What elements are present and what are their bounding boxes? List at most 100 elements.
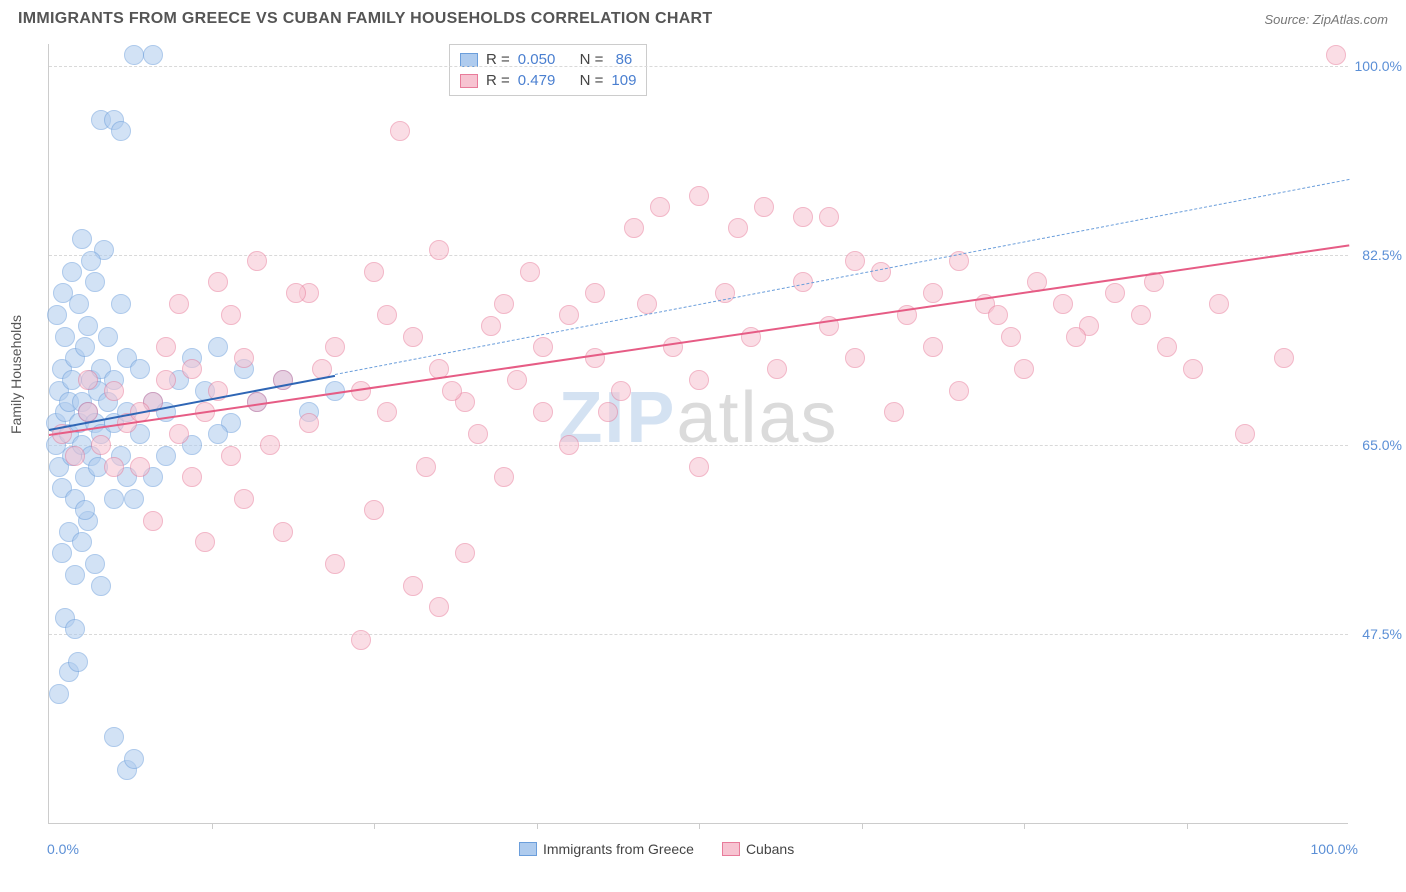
data-point — [143, 45, 163, 65]
data-point — [351, 630, 371, 650]
data-point — [124, 45, 144, 65]
data-point — [49, 684, 69, 704]
data-point — [533, 337, 553, 357]
data-point — [75, 500, 95, 520]
legend-item-cubans: Cubans — [722, 841, 794, 857]
correlation-legend: R = 0.050 N = 86 R = 0.479 N = 109 — [449, 44, 647, 96]
regression-line — [335, 179, 1349, 375]
data-point — [611, 381, 631, 401]
data-point — [754, 197, 774, 217]
data-point — [91, 576, 111, 596]
data-point — [156, 337, 176, 357]
data-point — [85, 554, 105, 574]
legend-row-greece: R = 0.050 N = 86 — [460, 49, 636, 70]
data-point — [663, 337, 683, 357]
data-point — [871, 262, 891, 282]
data-point — [130, 457, 150, 477]
data-point — [130, 359, 150, 379]
data-point — [507, 370, 527, 390]
data-point — [104, 457, 124, 477]
data-point — [403, 576, 423, 596]
legend-item-greece: Immigrants from Greece — [519, 841, 694, 857]
data-point — [1001, 327, 1021, 347]
data-point — [403, 327, 423, 347]
data-point — [364, 500, 384, 520]
data-point — [442, 381, 462, 401]
data-point — [299, 413, 319, 433]
data-point — [104, 489, 124, 509]
data-point — [819, 207, 839, 227]
x-tick — [537, 823, 538, 829]
data-point — [923, 337, 943, 357]
data-point — [111, 121, 131, 141]
data-point — [1183, 359, 1203, 379]
data-point — [1209, 294, 1229, 314]
data-point — [104, 727, 124, 747]
data-point — [1274, 348, 1294, 368]
data-point — [793, 207, 813, 227]
data-point — [689, 370, 709, 390]
n-label: N = — [580, 72, 604, 89]
data-point — [325, 337, 345, 357]
x-tick — [374, 823, 375, 829]
data-point — [156, 370, 176, 390]
data-point — [624, 218, 644, 238]
data-point — [286, 283, 306, 303]
data-point — [91, 435, 111, 455]
legend-label-greece: Immigrants from Greece — [543, 841, 694, 857]
x-tick — [212, 823, 213, 829]
data-point — [884, 402, 904, 422]
y-tick-label: 82.5% — [1362, 247, 1402, 263]
data-point — [273, 522, 293, 542]
data-point — [182, 467, 202, 487]
data-point — [1053, 294, 1073, 314]
source-label: Source: ZipAtlas.com — [1264, 12, 1388, 27]
chart-title: IMMIGRANTS FROM GREECE VS CUBAN FAMILY H… — [18, 10, 713, 28]
data-point — [520, 262, 540, 282]
data-point — [65, 565, 85, 585]
data-point — [62, 262, 82, 282]
data-point — [494, 294, 514, 314]
data-point — [650, 197, 670, 217]
series-legend: Immigrants from Greece Cubans — [519, 841, 794, 857]
data-point — [377, 305, 397, 325]
data-point — [416, 457, 436, 477]
data-point — [728, 218, 748, 238]
data-point — [104, 381, 124, 401]
swatch-greece — [460, 53, 478, 67]
data-point — [468, 424, 488, 444]
data-point — [65, 619, 85, 639]
data-point — [767, 359, 787, 379]
data-point — [585, 283, 605, 303]
data-point — [494, 467, 514, 487]
gridline — [49, 445, 1348, 446]
x-tick — [699, 823, 700, 829]
data-point — [98, 327, 118, 347]
data-point — [124, 489, 144, 509]
y-axis-label: Family Households — [8, 315, 24, 434]
legend-label-cubans: Cubans — [746, 841, 794, 857]
data-point — [208, 337, 228, 357]
data-point — [845, 348, 865, 368]
x-tick — [862, 823, 863, 829]
data-point — [1105, 283, 1125, 303]
data-point — [1326, 45, 1346, 65]
x-axis-min-label: 0.0% — [47, 841, 79, 857]
data-point — [429, 597, 449, 617]
data-point — [234, 348, 254, 368]
x-tick — [1187, 823, 1188, 829]
data-point — [598, 402, 618, 422]
data-point — [234, 489, 254, 509]
x-tick — [1024, 823, 1025, 829]
x-axis-max-label: 100.0% — [1311, 841, 1358, 857]
data-point — [923, 283, 943, 303]
data-point — [325, 554, 345, 574]
swatch-greece — [519, 842, 537, 856]
data-point — [637, 294, 657, 314]
gridline — [49, 634, 1348, 635]
data-point — [47, 305, 67, 325]
swatch-cubans — [460, 74, 478, 88]
data-point — [390, 121, 410, 141]
data-point — [111, 294, 131, 314]
data-point — [689, 457, 709, 477]
